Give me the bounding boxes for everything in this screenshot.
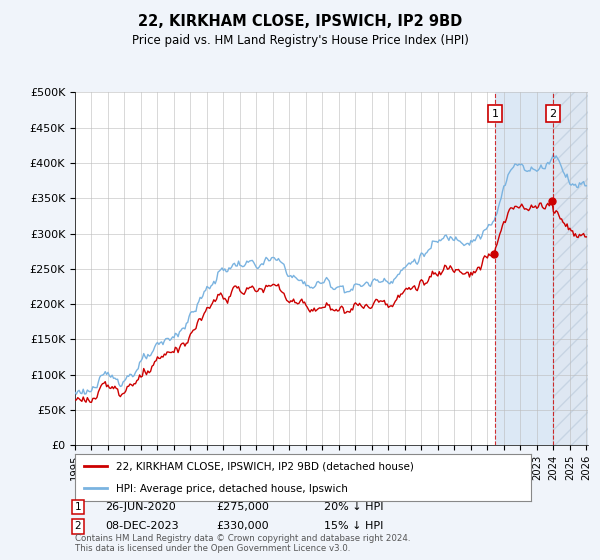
Text: 1: 1 (491, 109, 499, 119)
Text: HPI: Average price, detached house, Ipswich: HPI: Average price, detached house, Ipsw… (116, 484, 348, 494)
Text: Price paid vs. HM Land Registry's House Price Index (HPI): Price paid vs. HM Land Registry's House … (131, 34, 469, 46)
Text: 22, KIRKHAM CLOSE, IPSWICH, IP2 9BD: 22, KIRKHAM CLOSE, IPSWICH, IP2 9BD (138, 14, 462, 29)
Text: 1: 1 (74, 502, 82, 512)
Text: 20% ↓ HPI: 20% ↓ HPI (324, 502, 383, 512)
Text: £330,000: £330,000 (216, 521, 269, 531)
Text: 08-DEC-2023: 08-DEC-2023 (105, 521, 179, 531)
Text: 2: 2 (74, 521, 82, 531)
Text: 15% ↓ HPI: 15% ↓ HPI (324, 521, 383, 531)
Text: 26-JUN-2020: 26-JUN-2020 (105, 502, 176, 512)
Bar (553, 92, 588, 445)
Text: Contains HM Land Registry data © Crown copyright and database right 2024.
This d: Contains HM Land Registry data © Crown c… (75, 534, 410, 553)
Text: 2: 2 (549, 109, 556, 119)
Text: 22, KIRKHAM CLOSE, IPSWICH, IP2 9BD (detached house): 22, KIRKHAM CLOSE, IPSWICH, IP2 9BD (det… (116, 462, 414, 472)
Bar (495, 92, 553, 445)
Text: £275,000: £275,000 (216, 502, 269, 512)
